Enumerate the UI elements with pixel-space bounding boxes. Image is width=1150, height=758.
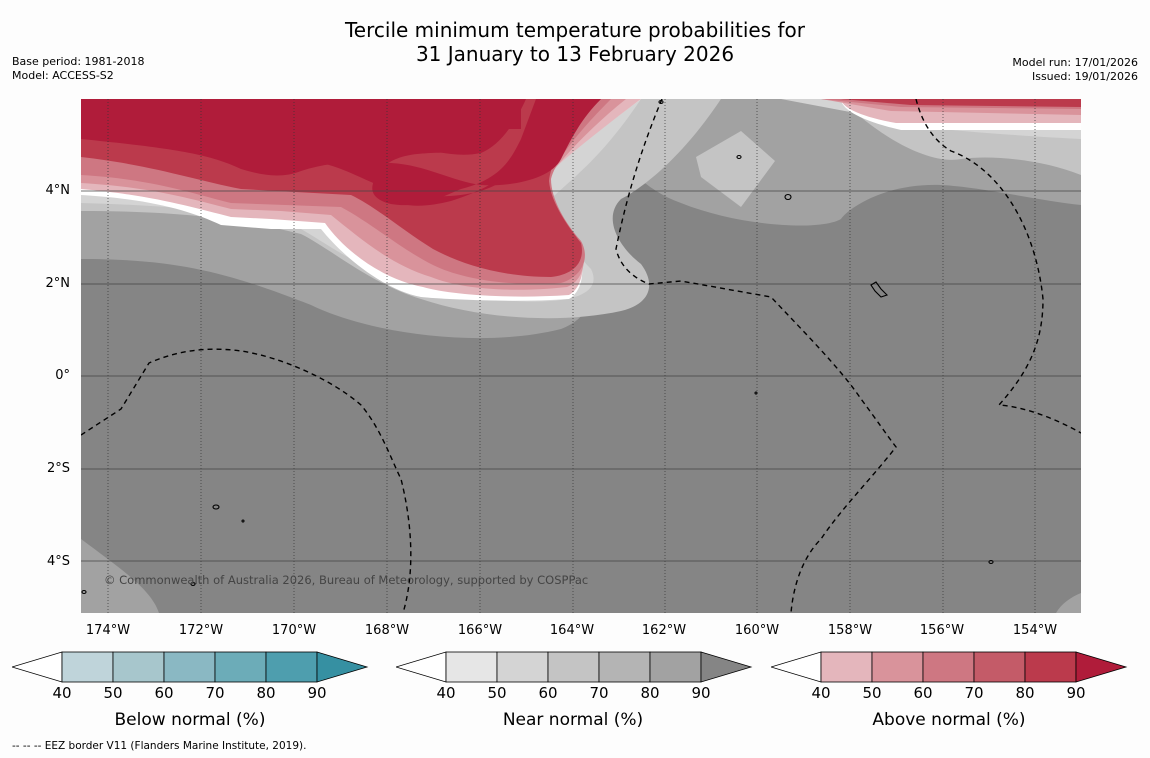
cb0-tick: 40 [52,684,72,702]
lon-label-164w: 164°W [549,623,595,638]
near-normal-80-bottom-left [81,539,159,613]
cb0-tick: 70 [205,684,225,702]
colorbar-segment [649,651,702,683]
cb2-tick: 40 [811,684,831,702]
run-info: Model run: 17/01/2026 Issued: 19/01/2026 [1012,56,1138,84]
issued-date: Issued: 19/01/2026 [1031,70,1138,83]
cb2-tick: 50 [862,684,882,702]
above-normal-90-top [81,99,521,129]
colorbar-extend-high [1075,651,1128,683]
lon-label-158w: 158°W [827,623,873,638]
near-normal-blob [696,131,775,207]
lon-label-174w: 174°W [85,623,131,638]
cb2-tick: 80 [1015,684,1035,702]
islands [81,99,994,595]
colorbar-segment [61,651,114,683]
colorbar-extend-low [396,651,447,683]
cb2-tick: 70 [964,684,984,702]
lon-label-154w: 154°W [1012,623,1058,638]
cb1-tick: 50 [487,684,507,702]
colorbar-segment [598,651,651,683]
colorbar-segment [265,651,318,683]
eez-borders [81,99,1081,613]
cb2-tick: 60 [913,684,933,702]
base-period: Base period: 1981-2018 [12,55,145,68]
lat-label-4s: 4°S [46,554,70,569]
colorbar-title-below: Below normal (%) [114,710,266,730]
lon-label-156w: 156°W [919,623,965,638]
colorbar-segment [1024,651,1077,683]
cb0-tick: 60 [154,684,174,702]
copyright-notice: © Commonwealth of Australia 2026, Bureau… [104,573,589,587]
colorbar-title-above: Above normal (%) [872,710,1026,730]
colorbar-segment [163,651,216,683]
lat-label-4n: 4°N [45,183,71,198]
above-normal-top-right [841,99,1081,107]
cb2-tick: 90 [1066,684,1086,702]
colorbar-segment [112,651,165,683]
lon-label-162w: 162°W [641,623,687,638]
near-normal-80-bottom-right [1056,593,1081,613]
colorbar-above-normal [771,651,1128,683]
colorbar-title-near: Near normal (%) [502,710,644,730]
title-line-1: Tercile minimum temperature probabilitie… [344,18,806,42]
colorbar-segment [547,651,600,683]
lat-label-2n: 2°N [45,276,71,291]
title-line-2: 31 January to 13 February 2026 [415,42,735,66]
lon-label-168w: 168°W [364,623,410,638]
colorbar-segment [445,651,498,683]
colorbar-segment [871,651,924,683]
colorbar-segment [973,651,1026,683]
eez-legend-note: -- -- -- EEZ border V11 (Flanders Marine… [12,740,307,752]
lon-label-170w: 170°W [271,623,317,638]
cb1-tick: 70 [589,684,609,702]
model-run: Model run: 17/01/2026 [1012,56,1138,69]
cb1-tick: 90 [691,684,711,702]
cb0-tick: 50 [103,684,123,702]
colorbar-below-normal [12,651,369,683]
colorbar-segment [496,651,549,683]
model-name: Model: ACCESS-S2 [12,69,114,82]
colorbar-near-normal [396,651,753,683]
colorbar-extend-low [12,651,63,683]
lat-label-0: 0° [55,368,70,383]
colorbar-extend-high [700,651,753,683]
colorbar-segment [820,651,873,683]
cb1-tick: 80 [640,684,660,702]
cb0-tick: 90 [307,684,327,702]
model-info: Base period: 1981-2018 Model: ACCESS-S2 [12,55,144,83]
probability-map [81,99,1081,613]
lat-label-2s: 2°S [46,461,70,476]
colorbar-segment [214,651,267,683]
lon-label-172w: 172°W [178,623,224,638]
cb0-tick: 80 [256,684,276,702]
colorbar-extend-high [316,651,369,683]
cb1-tick: 40 [436,684,456,702]
map-title: Tercile minimum temperature probabilitie… [0,18,1150,66]
colorbar-extend-low [771,651,822,683]
colorbar-segment [922,651,975,683]
cb1-tick: 60 [538,684,558,702]
latitude-lines [81,190,1081,562]
lon-label-160w: 160°W [734,623,780,638]
lon-label-166w: 166°W [457,623,503,638]
